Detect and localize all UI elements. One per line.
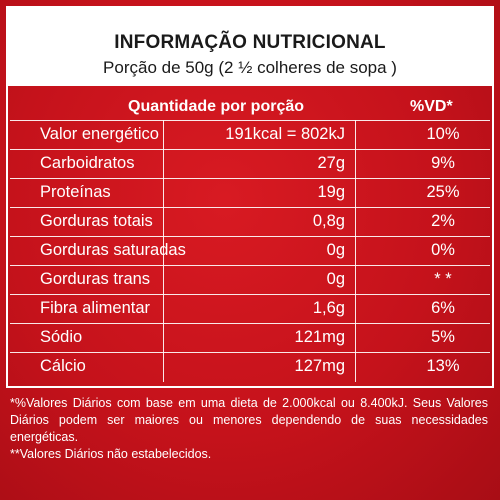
- nutrient-name: Sódio: [40, 328, 83, 346]
- serving-size: Porção de 50g (2 ½ colheres de sopa ): [103, 58, 397, 77]
- nutrient-vd: 13%: [426, 357, 460, 375]
- nutrient-vd: 6%: [431, 299, 455, 317]
- nutrient-amount: 19g: [317, 183, 345, 201]
- nutrient-amount: 1,6g: [312, 299, 345, 317]
- nutrient-name: Proteínas: [40, 183, 111, 201]
- column-header-amount: Quantidade por porção: [128, 98, 305, 115]
- nutrient-name: Fibra alimentar: [40, 299, 151, 317]
- nutrient-vd: 25%: [426, 183, 460, 201]
- nutrient-amount: 0,8g: [312, 212, 345, 230]
- nutrient-name: Gorduras saturadas: [40, 241, 186, 259]
- nutrient-vd: 2%: [431, 212, 455, 230]
- nutrient-amount: 191kcal = 802kJ: [225, 125, 345, 143]
- nutrient-vd: * *: [434, 270, 452, 288]
- nutrient-name: Valor energético: [40, 125, 159, 143]
- table-row: Sódio 121mg 5%: [10, 323, 490, 353]
- table-row: Valor energético 191kcal = 802kJ 10%: [10, 120, 490, 150]
- column-divider: [355, 120, 356, 382]
- footnote-daily-values: *%Valores Diários com base em uma dieta …: [10, 396, 488, 444]
- nutrient-amount: 121mg: [294, 328, 345, 346]
- nutrient-amount: 27g: [317, 154, 345, 172]
- footnote-not-established: **Valores Diários não estabelecidos.: [10, 447, 212, 461]
- nutrient-vd: 10%: [426, 125, 460, 143]
- nutrient-vd: 0%: [431, 241, 455, 259]
- nutrient-name: Carboidratos: [40, 154, 135, 172]
- table-row: Gorduras saturadas 0g 0%: [10, 236, 490, 266]
- nutrient-vd: 5%: [431, 328, 455, 346]
- column-divider: [163, 120, 164, 382]
- nutrition-table: INFORMAÇÃO NUTRICIONAL Porção de 50g (2 …: [6, 6, 494, 388]
- table-row: Proteínas 19g 25%: [10, 178, 490, 208]
- table-title: INFORMAÇÃO NUTRICIONAL: [114, 32, 386, 53]
- nutrient-amount: 0g: [326, 270, 345, 288]
- table-row: Gorduras totais 0,8g 2%: [10, 207, 490, 237]
- table-row: Carboidratos 27g 9%: [10, 149, 490, 179]
- table-row: Cálcio 127mg 13%: [10, 352, 490, 382]
- nutrient-name: Cálcio: [40, 357, 86, 375]
- nutrient-vd: 9%: [431, 154, 455, 172]
- table-row: Fibra alimentar 1,6g 6%: [10, 294, 490, 324]
- table-header: INFORMAÇÃO NUTRICIONAL Porção de 50g (2 …: [8, 8, 492, 86]
- table-row: Gorduras trans 0g * *: [10, 265, 490, 295]
- footnotes: *%Valores Diários com base em uma dieta …: [10, 395, 488, 463]
- nutrient-amount: 127mg: [294, 357, 345, 375]
- column-header-vd: %VD*: [410, 98, 453, 115]
- nutrient-name: Gorduras trans: [40, 270, 151, 288]
- nutrient-name: Gorduras totais: [40, 212, 153, 230]
- nutrient-amount: 0g: [326, 241, 345, 259]
